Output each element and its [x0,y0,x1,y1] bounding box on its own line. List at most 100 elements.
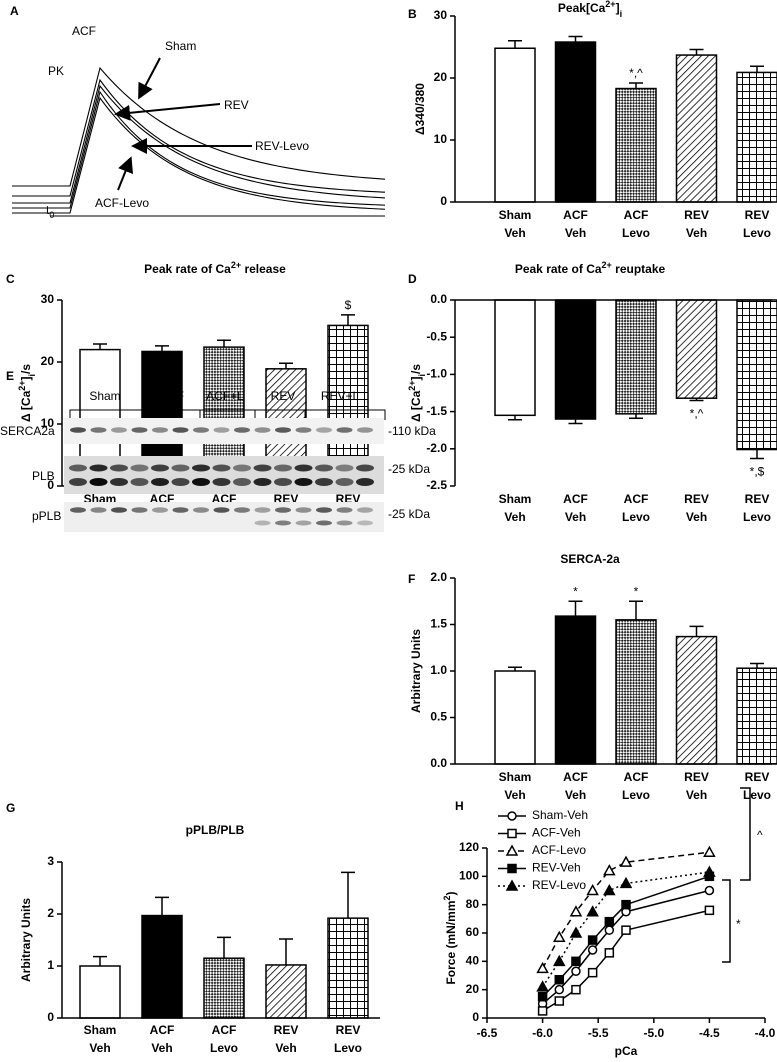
blot-band [253,478,272,486]
x-tick-label: REV [745,208,770,222]
error-bar [508,415,522,421]
text-part: i [417,374,427,377]
x-tick-label: REV [336,1023,361,1037]
blot-band [130,464,149,472]
data-point [587,967,598,978]
y-axis-label: Arbitrary Units [409,629,423,713]
trace-label: REV [224,98,249,112]
data-point [604,925,615,935]
x-tick-label: -5.0 [643,1026,664,1040]
x-tick-label: ACF [624,208,649,222]
blot-band [130,478,149,486]
y-tick-label: -0.5 [426,329,447,343]
bar [554,41,597,203]
blot-band [192,478,210,486]
data-point [537,992,548,1002]
y-tick-label: 60 [466,925,480,939]
panel-letter: F [408,572,415,586]
blot-band [70,507,86,513]
blot-band [254,507,271,513]
peak-label: PK [48,64,64,78]
blot-band [316,507,332,513]
error-bar [750,449,764,460]
blot-band [336,507,353,513]
y-tick-label: 3 [47,854,54,868]
y-tick-label: 2 [47,906,54,920]
text-part: 2+ [605,0,615,9]
blot-band [275,520,291,526]
significance: ^ [757,828,763,842]
text-part: release [241,262,286,276]
trace-label: ACF-Levo [95,196,149,210]
bar-annotation: *,$ [750,465,765,479]
blot-band [212,464,231,472]
data-point [621,925,631,935]
blot-row-label: PLB [32,469,55,483]
blot-band [171,464,190,472]
arrow [117,156,133,191]
chart-title: SERCA-2a [560,552,620,566]
legend-marker [507,828,517,839]
error-bar [689,625,704,637]
error-bar [689,398,704,402]
bar [494,670,536,765]
blot-band [274,464,292,472]
blot-band [213,427,230,433]
x-tick-label: -6.5 [477,1026,498,1040]
error-bar [279,362,293,369]
blot-band [254,520,271,526]
bar-annotation: * [573,584,578,598]
error-bar [629,413,643,420]
y-tick-label: 10 [434,132,448,146]
text-part: Peak[Ca [558,1,606,15]
x-tick-label: Levo [743,510,771,524]
x-axis-label: pCa [615,1044,638,1058]
blot-band [131,507,148,513]
error-bar [155,896,169,916]
trace [12,66,386,187]
y-tick-label: 2.0 [430,570,447,584]
error-bar [689,48,704,56]
blot-band [90,427,107,433]
data-point [621,899,631,910]
x-tick-label: Veh [565,226,586,240]
data-point [586,883,599,896]
text-part: /s [409,364,423,374]
error-bar [93,955,107,966]
legend-label: ACF-Veh [532,826,581,840]
y-tick-label: 0 [440,194,447,208]
text-part: ] [616,1,620,15]
data-point [603,864,616,876]
y-tick-label: 30 [41,292,55,306]
text-part: Force (mN/mm [444,900,458,984]
blot-band [152,427,168,433]
error-bar [568,600,583,617]
data-point [619,855,633,867]
y-tick-label: 40 [466,954,480,968]
y-axis-label: Arbitrary Units [19,898,33,982]
x-tick-label: REV [745,492,770,506]
panel-letter: E [6,369,14,383]
error-bar [279,938,293,965]
blot-band [110,478,128,486]
error-bar [155,345,169,352]
y-tick-label: 0.0 [430,292,447,306]
bar [675,299,718,399]
data-point [571,966,581,976]
trace [12,84,386,204]
y-tick-label: 100 [459,869,479,883]
blot-band [193,507,209,513]
blot-band [315,478,333,486]
bracket [740,787,751,881]
baseline-label: t0 [46,203,54,220]
legend-marker [505,879,519,891]
bar [141,914,183,1019]
text-part: 2+ [231,260,241,270]
text-part: ] [19,376,33,380]
lane-bracket [69,409,386,420]
blot-band [294,478,313,486]
series-line [542,875,710,998]
lane-group: ACF+L [206,389,244,403]
blot-band [171,478,190,486]
blot-strip [64,456,384,494]
